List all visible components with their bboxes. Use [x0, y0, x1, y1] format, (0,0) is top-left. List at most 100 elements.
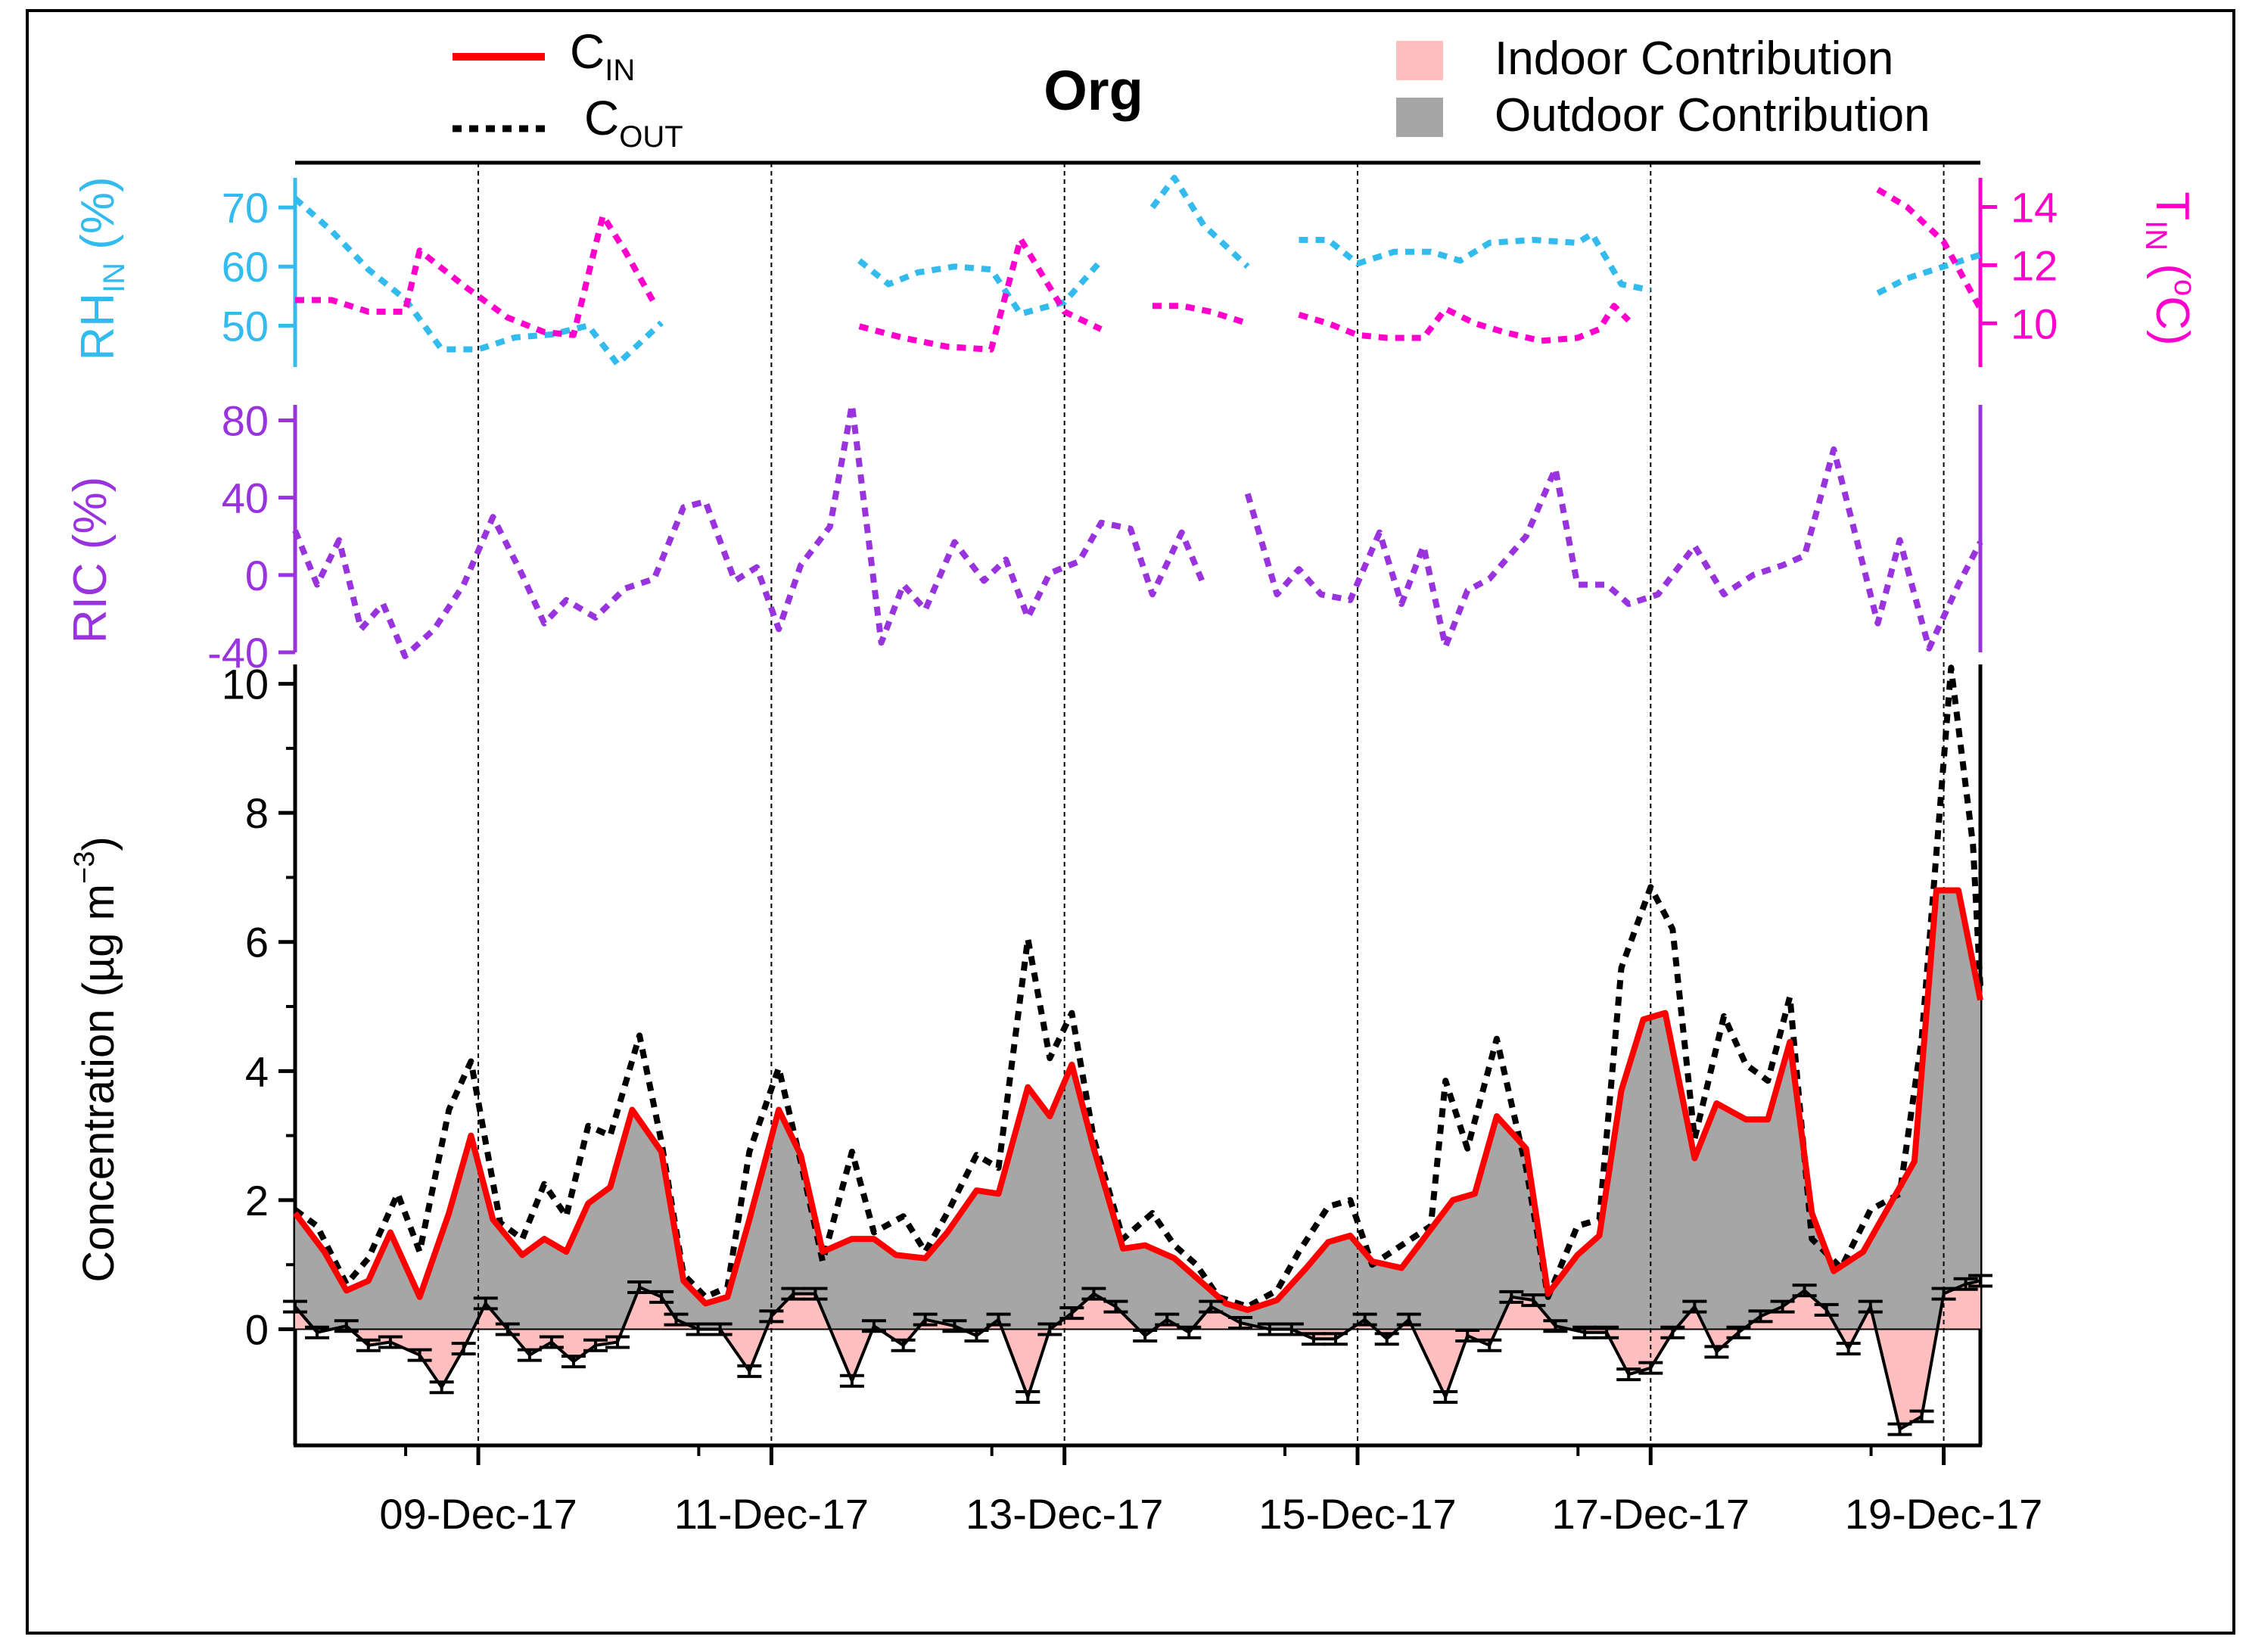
indoor-contribution-errorbar-43 [1279, 1322, 1304, 1336]
indoor-contribution-errorbar-70 [1909, 1409, 1934, 1423]
t-axis-tick-label-2: 12 [2011, 241, 2058, 289]
x-tick-label-1: 09-Dec-17 [379, 1490, 577, 1538]
indoor-contribution-errorbar-3 [334, 1319, 359, 1333]
legend-label-indoor: Indoor Contribution [1495, 33, 1893, 85]
indoor-contribution-errorbar-12 [539, 1335, 564, 1349]
indoor-contribution-errorbar-57 [1616, 1367, 1641, 1382]
indoor-contribution-errorbar-30 [964, 1329, 989, 1343]
indoor-contribution-errorbar-55 [1572, 1325, 1597, 1339]
rh-axis-tick-label-2: 60 [222, 243, 269, 291]
indoor-contribution-errorbar-53 [1521, 1293, 1546, 1308]
indoor-contribution-errorbar-64 [1770, 1299, 1795, 1314]
indoor-contribution-errorbar-73 [1968, 1274, 1992, 1288]
x-tick-label-2: 11-Dec-17 [674, 1490, 869, 1538]
indoor-contribution-area [295, 1280, 1980, 1430]
indoor-contribution-errorbar-68 [1858, 1299, 1883, 1314]
indoor-contribution-errorbar-39 [1177, 1325, 1202, 1339]
indoor-contribution-errorbar-22 [759, 1309, 784, 1324]
indoor-contribution-errorbar-11 [517, 1348, 542, 1362]
indoor-contribution-errorbar-14 [583, 1338, 608, 1352]
indoor-contribution-errorbar-47 [1374, 1332, 1399, 1346]
rh-axis-label: RHIN (%) [72, 176, 131, 360]
ric-axis-label: RIC (%) [64, 477, 117, 643]
rh-in-line-segment-1 [293, 196, 664, 368]
indoor-contribution-errorbar-40 [1199, 1299, 1224, 1314]
indoor-contribution-errorbar-2 [305, 1325, 330, 1339]
indoor-contribution-errorbar-4 [356, 1338, 381, 1352]
indoor-contribution-errorbar-26 [861, 1319, 886, 1333]
t-axis-label: TIN (oC) [2139, 191, 2201, 345]
indoor-contribution-errorbar-27 [891, 1338, 916, 1352]
indoor-contribution-errorbar-7 [429, 1380, 454, 1395]
c-in-line-segment-1 [292, 887, 1983, 1313]
indoor-contribution-errorbar-36 [1103, 1299, 1128, 1314]
t-in-line-segment-5 [1876, 186, 1983, 311]
indoor-contribution-errorbar-51 [1477, 1338, 1502, 1352]
indoor-contribution-errorbar-20 [708, 1322, 733, 1336]
t-axis-tick-label-1: 14 [2011, 183, 2058, 231]
indoor-contribution-errorbar-21 [737, 1364, 762, 1378]
indoor-contribution-errorbar-1 [283, 1299, 307, 1314]
chart-title: Org [1044, 59, 1143, 122]
rh-axis-tick-label-3: 50 [222, 302, 269, 350]
indoor-contribution-errorbar-23 [781, 1286, 806, 1301]
indoor-contribution-errorbar-15 [605, 1335, 630, 1349]
legend-label-c-out: COUT [584, 91, 683, 154]
rh-axis-tick-label-1: 70 [222, 184, 269, 232]
indoor-contribution-errorbar-32 [1016, 1390, 1041, 1405]
figure-frame [26, 9, 2235, 1635]
ric-axis-tick-label-4: -40 [207, 629, 269, 677]
x-tick-label-3: 13-Dec-17 [966, 1490, 1163, 1538]
conc-axis-tick-label-4: 4 [245, 1047, 269, 1095]
indoor-contribution-errorbar-62 [1726, 1325, 1751, 1339]
indoor-contribution-errorbar-66 [1814, 1302, 1839, 1317]
indoor-contribution-errorbar-31 [986, 1312, 1011, 1327]
indoor-contribution-errorbar-33 [1037, 1322, 1062, 1336]
rh-in-line-segment-5 [1876, 251, 1982, 296]
indoor-contribution-errorbar-67 [1836, 1342, 1861, 1356]
ric-axis-tick-label-1: 80 [222, 397, 269, 444]
indoor-contribution-errorbar-25 [839, 1374, 864, 1388]
conc-axis-tick-label-2: 8 [245, 789, 269, 837]
ric-line-segment-2 [1244, 446, 1983, 652]
indoor-contribution-errorbar-16 [627, 1280, 652, 1295]
x-tick-label-6: 19-Dec-17 [1845, 1490, 2042, 1538]
indoor-contribution-errorbar-52 [1499, 1290, 1524, 1304]
conc-axis-tick-label-6: 0 [245, 1305, 269, 1353]
conc-axis-tick-label-1: 10 [222, 661, 269, 708]
indoor-contribution-errorbar-41 [1228, 1315, 1253, 1330]
indoor-contribution-errorbar-34 [1059, 1306, 1084, 1321]
indoor-contribution-errorbar-71 [1931, 1286, 1956, 1301]
indoor-contribution-errorbar-38 [1155, 1312, 1180, 1327]
indoor-contribution-errorbar-50 [1455, 1329, 1480, 1343]
c-out-line-segment-1 [293, 664, 1983, 1310]
indoor-contribution-errorbar-28 [913, 1312, 938, 1327]
indoor-contribution-errorbar-61 [1704, 1345, 1729, 1359]
indoor-contribution-errorbar-6 [407, 1348, 432, 1362]
ric-axis-tick-label-2: 40 [222, 474, 269, 522]
indoor-contribution-errorbar-17 [649, 1290, 674, 1304]
indoor-contribution-errorbar-19 [686, 1322, 711, 1336]
indoor-contribution-errorbar-49 [1433, 1390, 1458, 1405]
t-axis-tick-label-3: 10 [2011, 300, 2058, 347]
conc-axis-tick-label-3: 6 [245, 919, 269, 966]
indoor-contribution-errorbar-48 [1396, 1312, 1421, 1327]
x-tick-label-5: 17-Dec-17 [1552, 1490, 1750, 1538]
ric-axis-tick-label-3: 0 [245, 552, 269, 599]
indoor-contribution-errorbar-8 [451, 1342, 476, 1356]
ric-line-segment-1 [292, 402, 1207, 660]
legend-swatch-outdoor [1396, 98, 1443, 137]
indoor-contribution-errorbar-44 [1301, 1332, 1326, 1346]
indoor-contribution-errorbar-10 [495, 1322, 520, 1336]
indoor-contribution-errorbar-24 [803, 1286, 828, 1301]
indoor-contribution-errorbar-69 [1887, 1422, 1912, 1436]
indoor-contribution-errorbar-58 [1638, 1361, 1663, 1375]
indoor-contribution-errorbar-63 [1748, 1309, 1773, 1324]
indoor-contribution-errorbar-56 [1594, 1325, 1619, 1339]
conc-axis-tick-label-5: 2 [245, 1177, 269, 1224]
x-tick-label-4: 15-Dec-17 [1258, 1490, 1456, 1538]
indoor-contribution-errorbar-65 [1792, 1283, 1817, 1298]
indoor-contribution-errorbar-29 [942, 1319, 967, 1333]
